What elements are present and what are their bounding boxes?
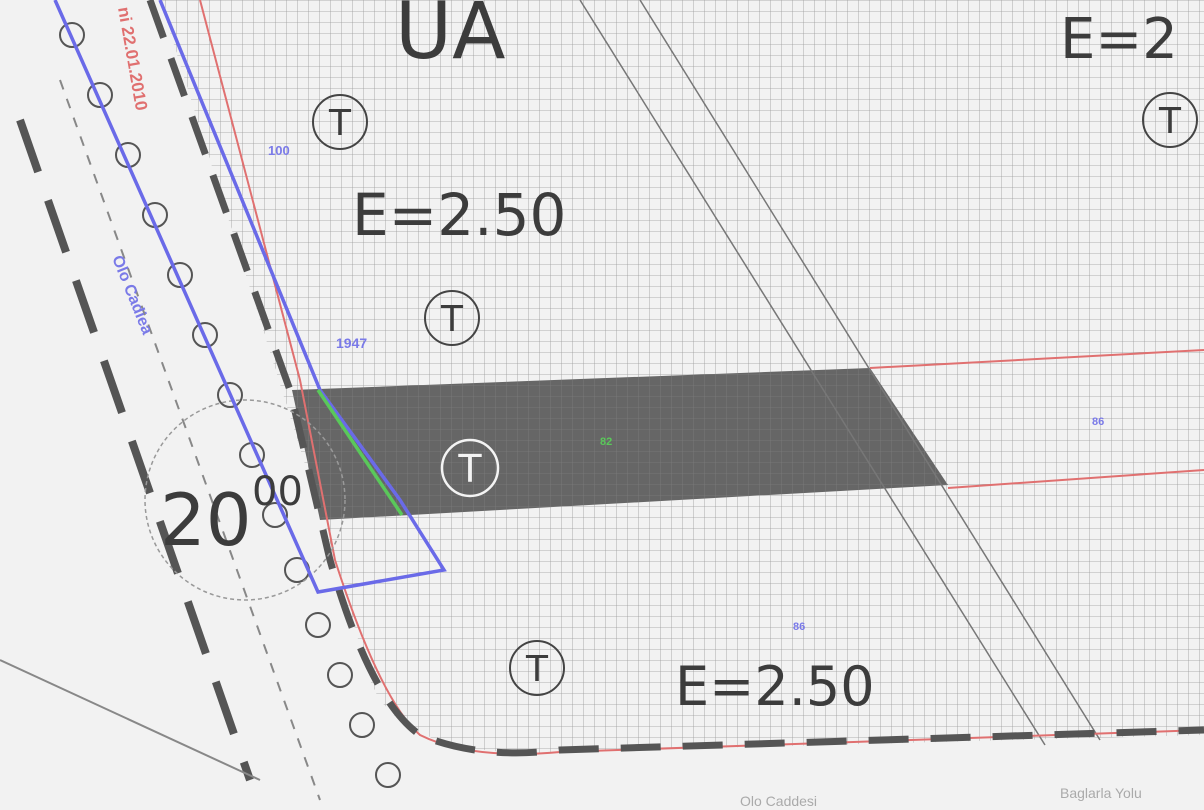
tree-marker: T xyxy=(312,94,368,150)
tree-marker: T xyxy=(424,290,480,346)
road-centerline xyxy=(16,118,254,782)
parcel-number: 86 xyxy=(793,621,805,633)
property-line xyxy=(947,469,1204,489)
parcel-number: 82 xyxy=(600,436,612,448)
svg-text:T: T xyxy=(1158,101,1182,142)
parcel-number: 86 xyxy=(1092,416,1104,428)
bottom-caption: Baglarla Yolu xyxy=(1060,785,1142,801)
svg-text:T: T xyxy=(457,447,482,491)
parcel-number: 1947 xyxy=(336,335,367,351)
property-line xyxy=(869,349,1204,369)
zone-label: E=2 xyxy=(1060,7,1178,72)
svg-text:T: T xyxy=(525,649,549,690)
zoning-ratio-label: E=2.50 xyxy=(675,655,875,718)
dimension-label: 20 xyxy=(160,478,252,562)
parcel-boundary xyxy=(579,0,1046,746)
tree-marker: T xyxy=(509,640,565,696)
blue-outline[interactable] xyxy=(53,0,447,594)
parcel-boundary xyxy=(639,0,1101,741)
zone-label: UA xyxy=(395,0,505,77)
zoning-ratio-label: E=2.50 xyxy=(352,181,566,249)
tree-marker: T xyxy=(440,438,500,498)
dashed-boundary xyxy=(146,0,1204,757)
svg-text:T: T xyxy=(440,299,464,340)
tree-marker: T xyxy=(1142,92,1198,148)
dimension-superscript: 00 xyxy=(252,469,303,515)
svg-text:T: T xyxy=(328,103,352,144)
road-edge xyxy=(0,659,261,781)
dimension-circle xyxy=(144,399,346,601)
bottom-caption: Olo Caddesi xyxy=(740,793,817,809)
parcel-number: 100 xyxy=(268,143,290,158)
road-edge xyxy=(59,79,321,801)
green-line xyxy=(316,389,404,516)
